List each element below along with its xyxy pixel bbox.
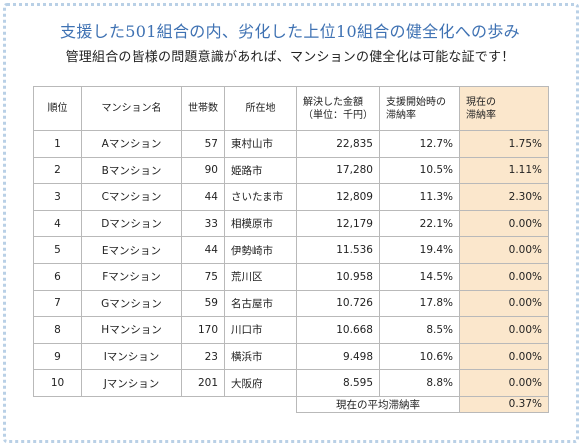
current-rate-cell: 0.00% — [459, 262, 549, 291]
col-header-rank: 順位 — [33, 86, 82, 131]
name-cell: Aマンション — [81, 130, 182, 158]
amount-cell: 12,809 — [296, 183, 380, 211]
col-header-start-rate: 支援開始時の 滞納率 — [379, 86, 460, 131]
current-rate-cell: 0.00% — [459, 209, 549, 238]
current-rate-cell: 1.75% — [459, 130, 549, 158]
units-cell: 90 — [181, 156, 225, 185]
col-header-units: 世帯数 — [181, 86, 225, 131]
start-rate-cell: 8.5% — [379, 316, 460, 344]
location-cell: 横浜市 — [224, 342, 297, 371]
location-cell: 相模原市 — [224, 209, 297, 238]
start-rate-cell: 19.4% — [379, 236, 460, 264]
table-row: 2 Bマンション 90 姫路市 17,280 10.5% 1.11% — [33, 156, 549, 185]
start-rate-cell: 10.5% — [379, 156, 460, 185]
amount-cell: 12,179 — [296, 209, 380, 238]
rank-cell: 4 — [33, 209, 82, 238]
units-cell: 44 — [181, 183, 225, 211]
start-rate-cell: 12.7% — [379, 130, 460, 158]
location-cell: 姫路市 — [224, 156, 297, 185]
page-subtitle: 管理組合の皆様の問題意識があれば、マンションの健全化は可能な証です！ — [65, 50, 515, 65]
rank-cell: 2 — [33, 156, 82, 185]
rank-cell: 5 — [33, 236, 82, 264]
table-row: 1 Aマンション 57 東村山市 22,835 12.7% 1.75% — [33, 130, 549, 158]
location-cell: 東村山市 — [224, 130, 297, 158]
units-cell: 44 — [181, 236, 225, 264]
start-rate-cell: 17.8% — [379, 289, 460, 318]
table-row: 9 Iマンション 23 横浜市 9.498 10.6% 0.00% — [33, 342, 549, 371]
name-cell: Cマンション — [81, 183, 182, 211]
table-row: 5 Eマンション 44 伊勢崎市 11.536 19.4% 0.00% — [33, 236, 549, 264]
rank-cell: 10 — [33, 369, 82, 397]
amount-cell: 9.498 — [296, 342, 380, 371]
units-cell: 59 — [181, 289, 225, 318]
col-header-location: 所在地 — [224, 86, 297, 131]
current-rate-cell: 0.00% — [459, 342, 549, 371]
table-row: 8 Hマンション 170 川口市 10.668 8.5% 0.00% — [33, 316, 549, 344]
table-row: 3 Cマンション 44 さいたま市 12,809 11.3% 2.30% — [33, 183, 549, 211]
location-cell: 荒川区 — [224, 262, 297, 291]
table-header-row: 順位 マンション名 世帯数 所在地 解決した金額 （単位：千円） 支援開始時の 滞納… — [33, 86, 549, 131]
rank-cell: 3 — [33, 183, 82, 211]
amount-cell: 22,835 — [296, 130, 380, 158]
name-cell: Iマンション — [81, 342, 182, 371]
location-cell: さいたま市 — [224, 183, 297, 211]
units-cell: 23 — [181, 342, 225, 371]
units-cell: 75 — [181, 262, 225, 291]
location-cell: 大阪府 — [224, 369, 297, 397]
page-title: 支援した501組合の内、劣化した上位10組合の健全化への歩み — [60, 22, 520, 41]
average-label: 現在の平均滞納率 — [296, 395, 460, 413]
col-header-current-rate: 現在の 滞納率 — [459, 86, 549, 131]
average-value: 0.37% — [459, 395, 549, 413]
name-cell: Hマンション — [81, 316, 182, 344]
rank-cell: 6 — [33, 262, 82, 291]
location-cell: 名古屋市 — [224, 289, 297, 318]
col-header-amount: 解決した金額 （単位：千円） — [296, 86, 380, 131]
rank-cell: 8 — [33, 316, 82, 344]
rank-cell: 7 — [33, 289, 82, 318]
current-rate-cell: 2.30% — [459, 183, 549, 211]
start-rate-cell: 8.8% — [379, 369, 460, 397]
amount-cell: 17,280 — [296, 156, 380, 185]
table-row: 6 Fマンション 75 荒川区 10.958 14.5% 0.00% — [33, 262, 549, 291]
location-cell: 伊勢崎市 — [224, 236, 297, 264]
units-cell: 57 — [181, 130, 225, 158]
units-cell: 33 — [181, 209, 225, 238]
current-rate-cell: 0.00% — [459, 369, 549, 397]
units-cell: 170 — [181, 316, 225, 344]
name-cell: Gマンション — [81, 289, 182, 318]
location-cell: 川口市 — [224, 316, 297, 344]
start-rate-cell: 10.6% — [379, 342, 460, 371]
name-cell: Dマンション — [81, 209, 182, 238]
table-row: 4 Dマンション 33 相模原市 12,179 22.1% 0.00% — [33, 209, 549, 238]
current-rate-cell: 0.00% — [459, 316, 549, 344]
amount-cell: 10.726 — [296, 289, 380, 318]
average-row: 現在の平均滞納率 0.37% — [34, 395, 549, 413]
name-cell: Eマンション — [81, 236, 182, 264]
amount-cell: 8.595 — [296, 369, 380, 397]
current-rate-cell: 0.00% — [459, 236, 549, 264]
table-row: 10 Jマンション 201 大阪府 8.595 8.8% 0.00% — [33, 369, 549, 397]
rank-cell: 1 — [33, 130, 82, 158]
name-cell: Bマンション — [81, 156, 182, 185]
start-rate-cell: 11.3% — [379, 183, 460, 211]
name-cell: Jマンション — [81, 369, 182, 397]
current-rate-cell: 1.11% — [459, 156, 549, 185]
amount-cell: 10.958 — [296, 262, 380, 291]
table-row: 7 Gマンション 59 名古屋市 10.726 17.8% 0.00% — [33, 289, 549, 318]
name-cell: Fマンション — [81, 262, 182, 291]
col-header-name: マンション名 — [81, 86, 182, 131]
rank-cell: 9 — [33, 342, 82, 371]
delinquency-table: 順位 マンション名 世帯数 所在地 解決した金額 （単位：千円） 支援開始時の 滞納… — [33, 86, 549, 413]
amount-cell: 11.536 — [296, 236, 380, 264]
amount-cell: 10.668 — [296, 316, 380, 344]
start-rate-cell: 14.5% — [379, 262, 460, 291]
units-cell: 201 — [181, 369, 225, 397]
start-rate-cell: 22.1% — [379, 209, 460, 238]
current-rate-cell: 0.00% — [459, 289, 549, 318]
